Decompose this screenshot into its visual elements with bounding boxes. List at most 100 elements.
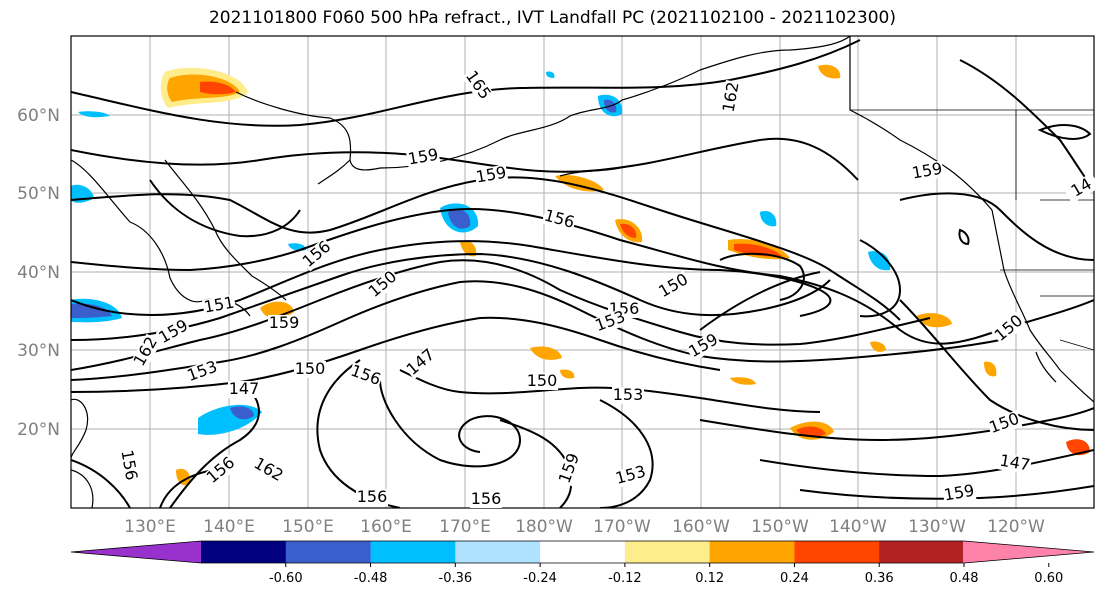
colorbar: -0.60 -0.48 -0.36 -0.24 -0.12 0.12 0.24 0.36 0.4… — [70, 540, 1095, 586]
colorbar-segment — [540, 541, 626, 563]
contour-label-background — [405, 146, 441, 169]
positive-patch — [560, 369, 575, 379]
contour-line — [759, 449, 1094, 478]
contour-label-background — [201, 294, 237, 317]
contour-label-background — [470, 491, 502, 508]
colorbar-tick-label: 0.12 — [695, 571, 724, 586]
contour-label-background — [909, 160, 945, 183]
contour-label-background — [461, 67, 494, 104]
contour-label-background — [184, 358, 221, 386]
contour-label-background — [294, 361, 326, 378]
contour-value-label: 147 — [229, 379, 260, 398]
colorbar-extend-high — [963, 541, 1094, 563]
contour-label-background — [592, 308, 629, 336]
contour-label-background — [299, 237, 335, 272]
colorbar-tick-label: -0.48 — [354, 571, 388, 586]
contour-value-label: 153 — [613, 385, 644, 404]
map-gridlines — [71, 36, 1094, 508]
positive-patch — [1066, 439, 1090, 456]
contour-line — [71, 280, 1001, 381]
negative-patch — [78, 111, 110, 118]
contour-label-background — [991, 311, 1027, 346]
contour-value-label: 159 — [269, 313, 300, 332]
contour-value-label: 156 — [471, 489, 502, 508]
contour-line — [71, 252, 831, 341]
contour-line — [399, 369, 821, 413]
contour-label-background — [356, 489, 388, 506]
longitude-axis: 130°E 140°E 150°E 160°E 170°E 180°W 170°… — [124, 517, 1045, 537]
contour-value-label: 156 — [357, 487, 388, 506]
positive-patch — [200, 81, 236, 95]
lon-label: 140°W — [829, 517, 887, 537]
colorbar-tick-label: -0.12 — [608, 571, 642, 586]
lat-label: 50°N — [17, 184, 60, 204]
colorbar-segment — [201, 541, 287, 563]
negative-patch — [448, 209, 471, 229]
map-title: 2021101800 F060 500 hPa refract., IVT La… — [208, 8, 896, 28]
contour-label-background — [556, 450, 584, 487]
colorbar-segment — [285, 541, 372, 563]
contour-label-background — [997, 452, 1033, 475]
colorbar-segment — [879, 541, 965, 563]
colorbar-extend-low — [71, 541, 202, 563]
colorbar-segment — [709, 541, 795, 563]
contour-label-background — [403, 345, 439, 380]
contour-label-background — [347, 362, 384, 390]
borders — [850, 109, 1094, 351]
contour-line — [699, 407, 1094, 442]
contour-label-background — [685, 330, 722, 362]
contour-line — [1037, 124, 1092, 140]
contour-line — [599, 399, 654, 508]
lon-label: 150°E — [282, 517, 334, 537]
anomaly-patches — [71, 64, 1090, 486]
lon-label: 140°E — [203, 517, 255, 537]
contour-line — [899, 299, 1094, 431]
colorbar-tick-label: 0.48 — [950, 571, 979, 586]
contour-line — [959, 59, 1094, 191]
positive-patch — [620, 223, 637, 238]
positive-patch — [730, 377, 756, 385]
negative-patch — [230, 406, 254, 420]
negative-patch — [868, 250, 891, 271]
negative-patch — [71, 303, 112, 318]
contour-label-background — [203, 453, 239, 488]
contour-label-background — [365, 267, 401, 302]
contour-line — [71, 259, 931, 371]
latitude-axis: 60°N 50°N 40°N 30°N 20°N — [17, 106, 60, 440]
colorbar-segment — [455, 541, 541, 563]
contour-label-background — [155, 316, 192, 348]
colorbar-tick-label: -0.24 — [523, 571, 557, 586]
lon-label: 160°E — [360, 517, 412, 537]
contour-label-background — [541, 207, 577, 233]
lon-label: 120°W — [987, 517, 1045, 537]
positive-patch — [176, 468, 191, 486]
contour-label-background — [612, 387, 644, 404]
colorbar-tick-label: 0.36 — [865, 571, 894, 586]
contour-line — [71, 208, 1094, 345]
lat-label: 60°N — [17, 106, 60, 126]
colorbar-outline — [70, 540, 1095, 564]
contour-label-background — [720, 79, 743, 115]
lon-label: 170°W — [593, 517, 651, 537]
colorbar-tick-label: -0.60 — [269, 571, 303, 586]
positive-patch — [530, 346, 562, 360]
contour-line — [71, 316, 721, 393]
contour-value-label: 150 — [527, 371, 558, 390]
lon-label: 130°E — [124, 517, 176, 537]
contour-line — [899, 192, 1094, 261]
positive-patch — [260, 301, 294, 320]
contour-label-background — [655, 270, 692, 302]
contour-label-background — [268, 315, 300, 332]
colorbar-segment — [370, 541, 456, 563]
positive-patch — [870, 341, 886, 352]
colorbar-tick-label: 0.60 — [1034, 571, 1063, 586]
contour-label-background — [526, 373, 558, 390]
contour-label-background — [130, 333, 162, 370]
positive-patch — [818, 64, 841, 79]
contour-label-background — [473, 164, 509, 187]
lon-label: 130°W — [908, 517, 966, 537]
contour-line — [699, 271, 821, 331]
colorbar-segment — [794, 541, 880, 563]
positive-patch — [916, 313, 952, 328]
lat-label: 40°N — [17, 263, 60, 283]
